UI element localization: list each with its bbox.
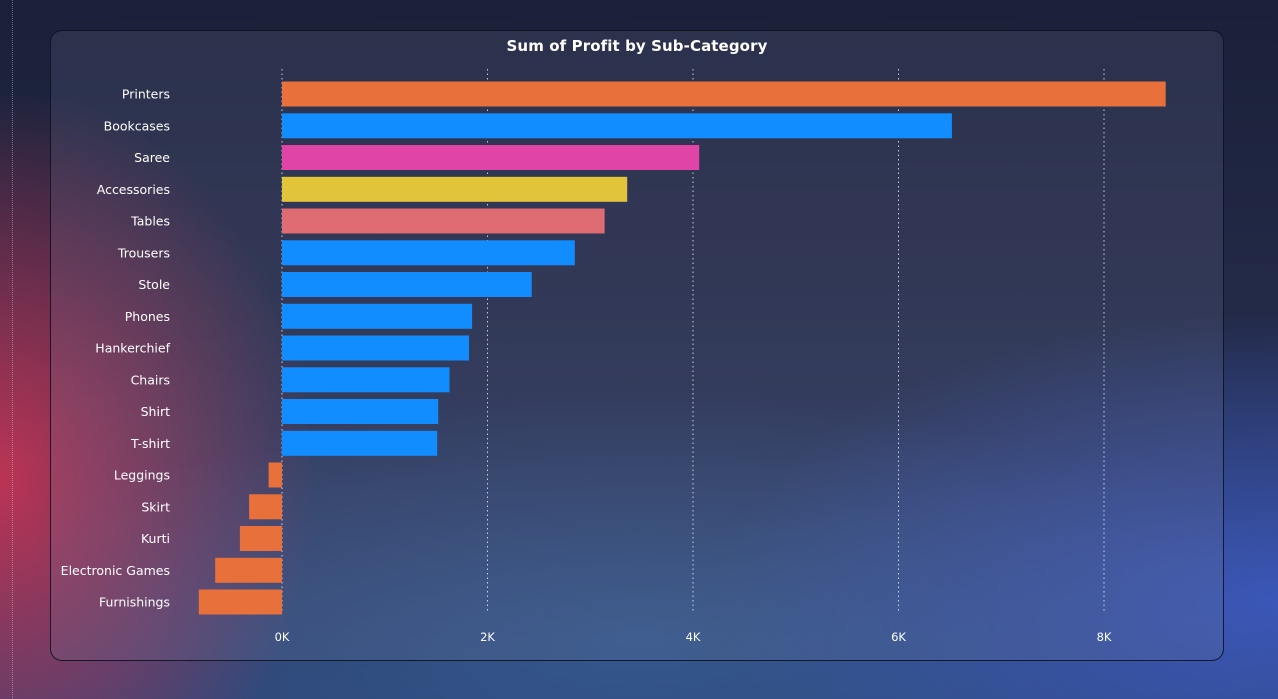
category-label: Hankerchief <box>95 341 170 356</box>
category-label: Electronic Games <box>61 563 170 578</box>
bar-tables[interactable] <box>282 208 605 234</box>
bar-chairs[interactable] <box>282 367 450 393</box>
x-tick-label: 2K <box>480 630 495 644</box>
category-label: Bookcases <box>104 118 170 133</box>
bar-shirt[interactable] <box>282 399 439 424</box>
category-label: Shirt <box>141 404 170 419</box>
chart-card[interactable]: Sum of Profit by Sub-Category Printers Bo… <box>50 30 1224 661</box>
category-label: Skirt <box>141 499 170 514</box>
bar-furnishings[interactable] <box>198 589 282 615</box>
bar-leggings[interactable] <box>268 462 282 488</box>
bar-printers[interactable] <box>282 81 1166 107</box>
x-tick-labels: 0K 2K 4K 6K 8K <box>275 630 1112 644</box>
bar-bookcases[interactable] <box>282 113 952 139</box>
category-label: Leggings <box>114 468 170 483</box>
category-label: Stole <box>138 277 170 292</box>
bar-hankerchief[interactable] <box>282 335 469 361</box>
category-label: Printers <box>122 87 170 102</box>
bar-saree[interactable] <box>282 145 700 170</box>
bar-kurti[interactable] <box>239 526 282 551</box>
category-label: Phones <box>125 309 170 324</box>
category-labels: Printers Bookcases Saree Accessories Tables T… <box>61 87 171 610</box>
category-label: Kurti <box>141 531 170 546</box>
bar-stole[interactable] <box>282 272 532 297</box>
x-tick-label: 6K <box>891 630 906 644</box>
category-label: Tables <box>130 214 170 229</box>
category-label: Trousers <box>117 245 170 260</box>
category-label: T-shirt <box>130 436 170 451</box>
x-tick-label: 8K <box>1097 630 1112 644</box>
bar-phones[interactable] <box>282 303 473 329</box>
bar-trousers[interactable] <box>282 240 575 266</box>
category-label: Saree <box>134 150 170 165</box>
bar-chart: Printers Bookcases Saree Accessories Tables T… <box>61 69 1166 644</box>
bar-t-shirt[interactable] <box>282 430 438 456</box>
x-tick-label: 0K <box>275 630 290 644</box>
bars <box>198 81 1166 615</box>
bar-accessories[interactable] <box>282 176 628 202</box>
category-label: Chairs <box>131 372 170 387</box>
category-label: Furnishings <box>99 595 170 610</box>
category-label: Accessories <box>97 182 170 197</box>
canvas-guide-line <box>12 0 13 699</box>
bar-skirt[interactable] <box>249 494 282 520</box>
chart-title: Sum of Profit by Sub-Category <box>506 37 768 55</box>
bar-electronic-games[interactable] <box>215 557 282 583</box>
x-tick-label: 4K <box>686 630 701 644</box>
